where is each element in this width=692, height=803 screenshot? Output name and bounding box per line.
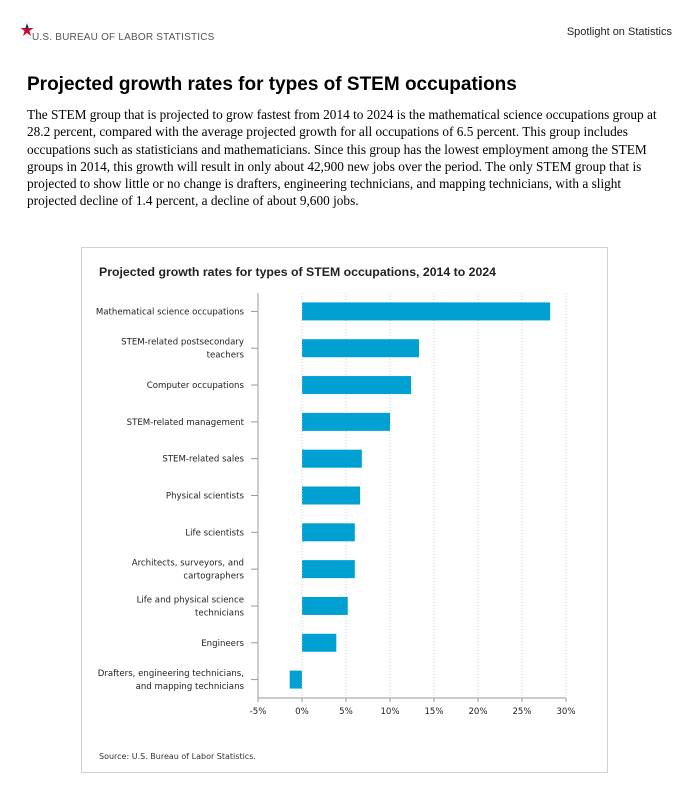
page-header: U.S. BUREAU OF LABOR STATISTICS Spotligh… bbox=[20, 23, 672, 46]
category-label: Engineers bbox=[201, 639, 244, 649]
x-tick-label: 0% bbox=[295, 707, 309, 717]
bar bbox=[289, 670, 302, 689]
category-label: teachers bbox=[207, 351, 245, 361]
category-label: Computer occupations bbox=[147, 381, 245, 391]
chart-title: Projected growth rates for types of STEM… bbox=[99, 265, 497, 279]
bar bbox=[302, 412, 390, 431]
category-label: and mapping technicians bbox=[136, 682, 245, 692]
category-label: Drafters, engineering technicians, bbox=[98, 669, 244, 679]
x-tick-label: 25% bbox=[512, 707, 531, 717]
bar bbox=[302, 633, 337, 652]
category-label: Life and physical science bbox=[137, 595, 244, 605]
x-tick-label: 5% bbox=[339, 707, 353, 717]
bar bbox=[302, 523, 355, 542]
spotlight-label: Spotlight on Statistics bbox=[566, 26, 672, 38]
category-label: STEM-related postsecondary bbox=[121, 338, 244, 348]
x-tick-label: -5% bbox=[250, 707, 267, 717]
bar-chart: Mathematical science occupations STEM-rel… bbox=[96, 293, 576, 717]
chart-source: Source: U.S. Bureau of Labor Statistics. bbox=[99, 752, 256, 761]
bar bbox=[302, 596, 348, 615]
x-tick-label: 10% bbox=[380, 707, 399, 717]
category-label: Physical scientists bbox=[166, 492, 245, 502]
bar bbox=[302, 560, 355, 579]
x-tick-label: 20% bbox=[468, 707, 487, 717]
page-title: Projected growth rates for types of STEM… bbox=[27, 74, 517, 95]
category-label: Architects, surveyors, and bbox=[132, 559, 244, 569]
x-tick-label: 15% bbox=[424, 707, 443, 717]
category-label: STEM-related management bbox=[127, 418, 245, 428]
bar bbox=[302, 339, 420, 358]
category-label: Life scientists bbox=[185, 528, 244, 538]
bls-star-icon bbox=[20, 23, 34, 36]
bar bbox=[302, 449, 362, 468]
category-label: Mathematical science occupations bbox=[96, 307, 245, 317]
bar bbox=[302, 376, 412, 395]
category-label: technicians bbox=[195, 608, 244, 618]
category-label: cartographers bbox=[183, 572, 244, 582]
x-tick-label: 30% bbox=[556, 707, 575, 717]
agency-name: U.S. BUREAU OF LABOR STATISTICS bbox=[32, 32, 215, 43]
category-label: STEM-related sales bbox=[162, 455, 244, 465]
chart-container: Projected growth rates for types of STEM… bbox=[81, 247, 608, 773]
intro-paragraph: The STEM group that is projected to grow… bbox=[27, 107, 657, 209]
bar bbox=[302, 302, 551, 321]
bar bbox=[302, 486, 361, 505]
